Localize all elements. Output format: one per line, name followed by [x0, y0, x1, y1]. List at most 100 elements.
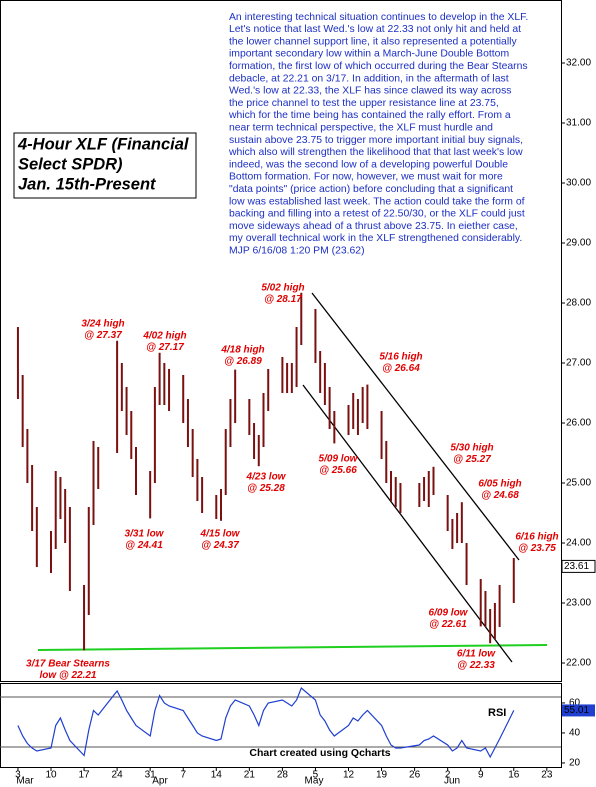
x-tick-label: 14 — [211, 770, 223, 781]
annotation: 4/02 high — [142, 331, 186, 342]
y-tick-label: 26.00 — [566, 418, 591, 429]
annotation: @ 25.27 — [453, 454, 491, 465]
annotation: @ 25.28 — [247, 483, 285, 494]
annotation: 5/30 high — [450, 443, 493, 454]
annotation: 6/09 low — [429, 608, 469, 619]
annotation: @ 27.37 — [84, 330, 122, 341]
annotation: 5/16 high — [379, 352, 422, 363]
commentary-line: sustain above 23.75 to trigger more impo… — [229, 135, 523, 146]
y-tick-label: 24.00 — [566, 538, 591, 549]
chart-title: Select SPDR) — [18, 155, 123, 173]
commentary-line: which also will strengthen the likelihoo… — [228, 147, 523, 158]
x-tick-label: 2 — [445, 770, 451, 781]
annotation: 3/31 low — [125, 529, 165, 540]
commentary-line: indeed, was the second low of a developi… — [229, 159, 508, 170]
x-tick-label: 17 — [78, 770, 90, 781]
support-line — [37, 644, 548, 651]
footer: Chart created using Qcharts — [249, 747, 390, 759]
x-tick-label: 9 — [478, 770, 484, 781]
annotation: 3/24 high — [81, 319, 124, 330]
y-tick-label: 28.00 — [566, 298, 591, 309]
x-tick-label: 7 — [180, 770, 186, 781]
annotation: @ 24.37 — [201, 540, 239, 551]
annotation: 4/15 low — [200, 529, 241, 540]
annotation: 5/02 high — [261, 283, 304, 294]
annotation: 3/17 Bear Stearns — [26, 659, 110, 670]
commentary-line: Wed.'s low at 22.33, the XLF has since c… — [229, 86, 511, 97]
month-label: Mar — [16, 776, 34, 787]
annotation: @ 22.33 — [457, 660, 495, 671]
commentary-line: debacle, at 22.21 on 3/17. In addition, … — [229, 73, 509, 84]
annotation: 4/18 high — [220, 345, 264, 356]
channel-lower — [302, 384, 513, 663]
x-tick-label: 31 — [145, 770, 157, 781]
chart-title: 4-Hour XLF (Financial — [17, 135, 189, 153]
commentary-line: MJP 6/16/08 1:20 PM (23.62) — [229, 245, 365, 256]
y-tick-label: 25.00 — [566, 478, 591, 489]
y-tick-label: 30.00 — [566, 178, 591, 189]
y2-tick-label: 20 — [569, 758, 581, 769]
x-tick-label: 16 — [508, 770, 520, 781]
price-panel — [0, 0, 562, 682]
commentary-line: important secondary low within a March-J… — [229, 49, 509, 60]
last-rsi-label: 55.01 — [564, 705, 589, 716]
last-price-label: 23.61 — [564, 561, 589, 572]
commentary-line: An interesting technical situation conti… — [229, 12, 528, 23]
annotation: @ 24.68 — [481, 490, 519, 501]
channel-upper — [311, 292, 520, 561]
y-tick-label: 31.00 — [566, 118, 591, 129]
annotation: @ 25.66 — [319, 465, 357, 476]
commentary-line: Let's notice that last Wed.'s low at 22.… — [229, 24, 521, 35]
y-tick-label: 32.00 — [566, 58, 591, 69]
annotation: 6/16 high — [515, 532, 558, 543]
annotation: @ 23.75 — [518, 543, 556, 554]
annotation: 6/11 low — [457, 649, 496, 660]
month-label: Apr — [152, 776, 168, 787]
x-tick-label: 21 — [244, 770, 256, 781]
commentary-line: near term technical perspective, the XLF… — [229, 122, 493, 133]
x-tick-label: 24 — [112, 770, 124, 781]
y-tick-label: 23.00 — [566, 598, 591, 609]
x-tick-label: 10 — [45, 770, 57, 781]
annotation: low @ 22.21 — [40, 670, 97, 681]
commentary-line: Bottom formation. For now, however, we m… — [229, 172, 503, 183]
x-tick-label: 3 — [15, 770, 21, 781]
y-tick-label: 27.00 — [566, 358, 591, 369]
last-rsi-box — [562, 704, 595, 717]
y-tick-label: 29.00 — [566, 238, 591, 249]
commentary-line: formation, the first low of which occurr… — [229, 61, 528, 72]
rsi-line — [17, 686, 515, 759]
commentary-line: which for the time being has contained t… — [228, 110, 511, 121]
commentary-line: low was established last week. The actio… — [229, 196, 525, 207]
x-tick-label: 5 — [313, 770, 319, 781]
annotation: 6/05 high — [478, 479, 521, 490]
annotation: 4/23 low — [246, 472, 287, 483]
x-tick-label: 28 — [277, 770, 289, 781]
annotation: @ 22.61 — [429, 619, 467, 630]
annotation: 5/09 low — [319, 454, 359, 465]
month-label: Jun — [444, 776, 460, 787]
month-label: May — [305, 776, 324, 787]
annotation: @ 26.64 — [382, 363, 420, 374]
annotation: @ 27.17 — [146, 342, 184, 353]
y2-tick-label: 40 — [569, 728, 581, 739]
y-tick-label: 22.00 — [566, 658, 591, 669]
commentary-line: move sideways ahead of a thrust above 23… — [229, 221, 518, 232]
commentary-line: the price channel to test the upper resi… — [229, 98, 499, 109]
x-tick-label: 19 — [376, 770, 388, 781]
commentary-line: my overall technical work in the XLF str… — [229, 233, 522, 244]
commentary-line: backing and filling into a retest of 22.… — [229, 209, 525, 220]
last-price-box — [561, 559, 596, 573]
x-tick-label: 23 — [541, 770, 553, 781]
title-box — [13, 132, 197, 199]
commentary-line: "data points" (price action) before conc… — [229, 184, 513, 195]
x-tick-label: 12 — [343, 770, 355, 781]
y2-tick-label: 60 — [569, 698, 581, 709]
annotation: @ 24.41 — [125, 540, 163, 551]
x-tick-label: 26 — [409, 770, 421, 781]
commentary-line: the lower channel support line, it also … — [229, 36, 517, 47]
chart-title: Jan. 15th-Present — [18, 175, 157, 193]
rsi-label: RSI — [488, 707, 506, 719]
